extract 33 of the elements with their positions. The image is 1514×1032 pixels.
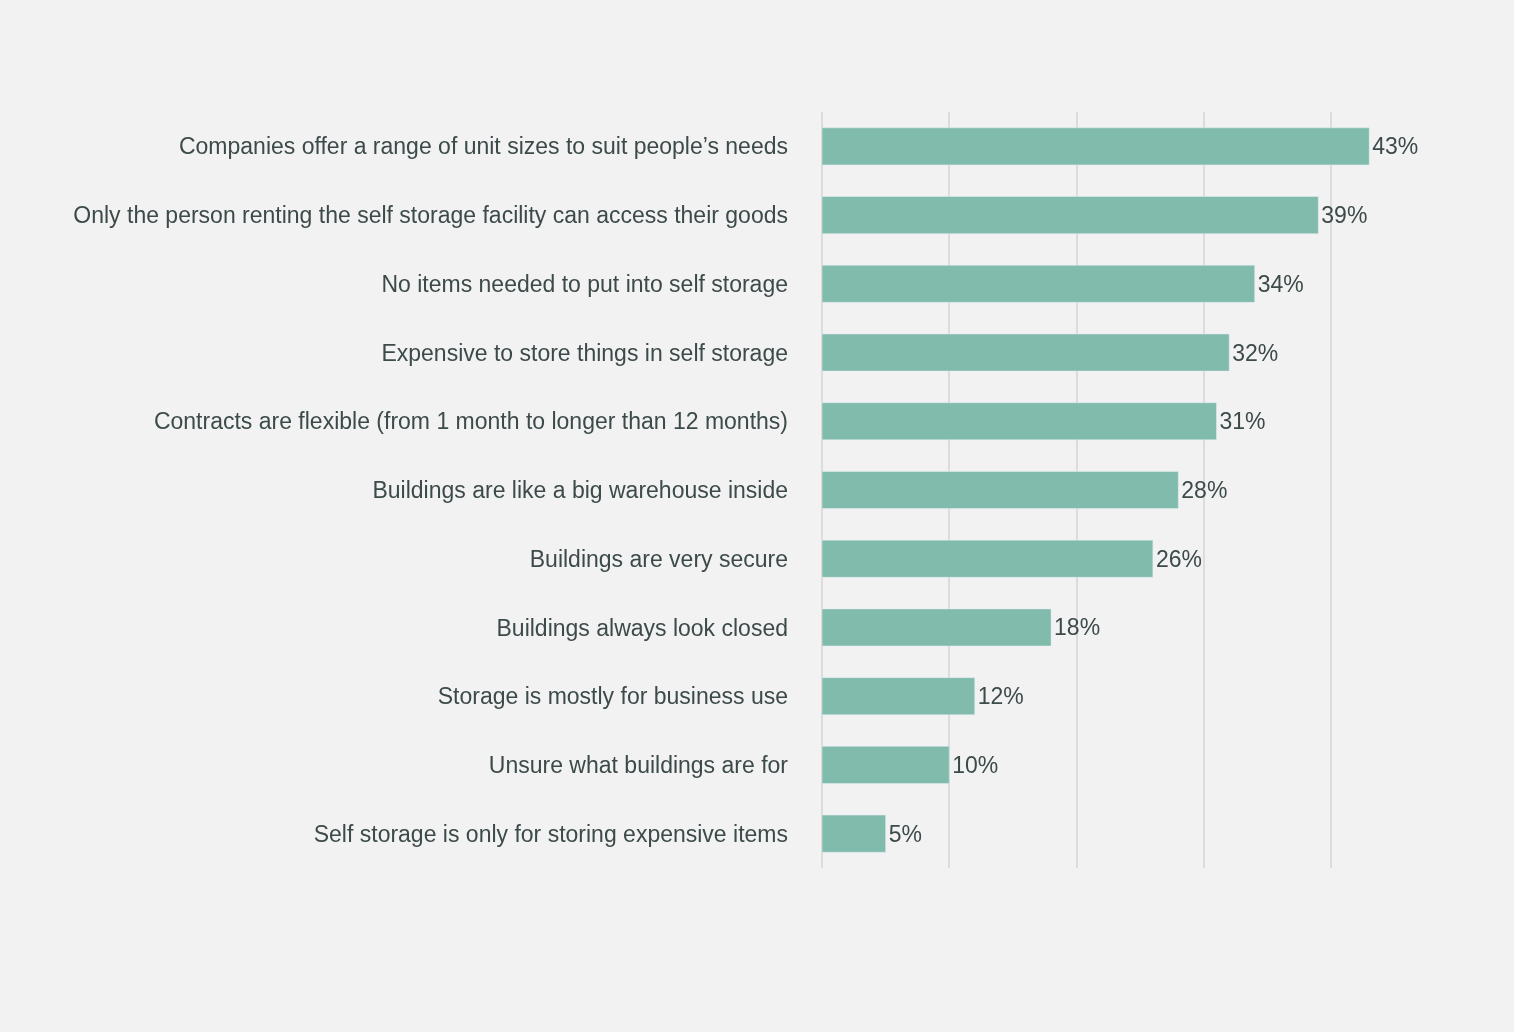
y-tick-label: Contracts are flexible (from 1 month to longer than 12 months) — [153, 408, 788, 435]
bar — [822, 814, 886, 853]
y-tick-label: Self storage is only for storing expensive items — [313, 820, 788, 847]
data-label: 34% — [1257, 270, 1304, 297]
bar — [822, 127, 1370, 166]
bar — [822, 746, 950, 784]
data-label: 28% — [1181, 477, 1228, 503]
data-label: 26% — [1155, 545, 1202, 572]
y-tick-label: Buildings are like a big warehouse inside — [372, 477, 788, 504]
y-tick-label: Companies offer a range of unit sizes to suit people’s needs — [178, 133, 788, 160]
bar — [822, 608, 1052, 647]
y-tick-label: Expensive to store things in self storage — [381, 339, 788, 366]
data-label: 12% — [977, 683, 1024, 710]
y-tick-label: Buildings are very secure — [529, 545, 788, 572]
data-label: 10% — [952, 751, 999, 778]
bar — [822, 196, 1319, 234]
data-label: 5% — [888, 820, 922, 847]
data-label: 43% — [1372, 133, 1419, 160]
y-tick-label: No items needed to put into self storage — [381, 270, 788, 297]
data-label: 32% — [1232, 339, 1279, 366]
data-label: 39% — [1321, 202, 1368, 229]
bar — [822, 265, 1255, 303]
bar — [822, 677, 975, 715]
data-label: 18% — [1054, 614, 1101, 641]
data-label: 31% — [1219, 408, 1266, 435]
y-tick-label: Storage is mostly for business use — [437, 683, 788, 710]
y-tick-label: Only the person renting the self storage facility can access their goods — [73, 202, 788, 229]
bar — [822, 333, 1230, 372]
bar — [822, 471, 1179, 509]
y-tick-label: Unsure what buildings are for — [488, 751, 789, 778]
y-tick-label: Buildings always look closed — [496, 614, 788, 641]
bar — [822, 539, 1154, 578]
bar — [822, 402, 1217, 441]
